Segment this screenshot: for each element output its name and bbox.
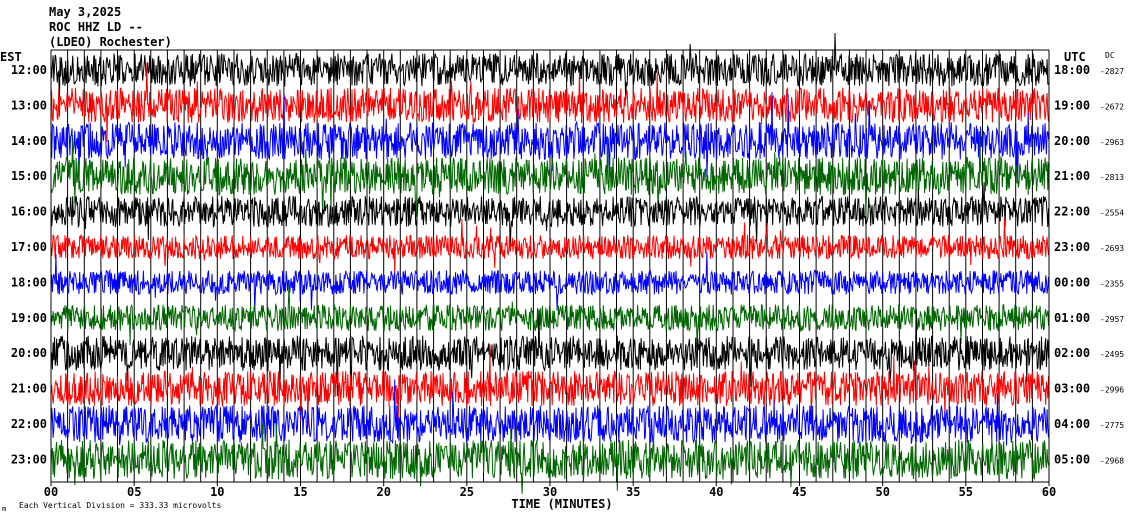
est-hour-label: 15:00 xyxy=(11,169,47,183)
trace-line xyxy=(50,218,1049,275)
x-tick-label: 30 xyxy=(543,485,557,499)
dc-offset-label: -2957 xyxy=(1100,315,1124,324)
utc-hour-label: 23:00 xyxy=(1054,240,1090,254)
est-hour-labels: 12:00 13:00 14:00 15:00 16:00 17:00 18:00 19:00… xyxy=(11,63,47,466)
est-hour-label: 23:00 xyxy=(11,452,47,466)
seismic-traces xyxy=(50,32,1049,494)
dc-offset-label: -2693 xyxy=(1100,244,1124,253)
x-tick-label: 60 xyxy=(1042,485,1056,499)
utc-hour-label: 18:00 xyxy=(1054,63,1090,77)
dc-offset-label: -2355 xyxy=(1100,279,1124,288)
chart-title: May 3,2025 xyxy=(49,5,121,19)
trace-line xyxy=(50,343,1049,428)
utc-hour-label: 19:00 xyxy=(1054,98,1090,112)
est-hour-label: 17:00 xyxy=(11,240,47,254)
x-tick-label: 35 xyxy=(626,485,640,499)
x-tick-label: 25 xyxy=(460,485,474,499)
right-zone-label: UTC xyxy=(1064,50,1086,64)
utc-hour-label: 01:00 xyxy=(1054,311,1090,325)
dc-offset-label: -2968 xyxy=(1100,456,1124,465)
dc-offset-label: -2996 xyxy=(1100,386,1124,395)
dc-offset-labels: -2827 -2672 -2963 -2813 -2554 -2693 -2355 -2957… xyxy=(1100,67,1124,465)
utc-hour-label: 00:00 xyxy=(1054,275,1090,289)
utc-hour-label: 20:00 xyxy=(1054,134,1090,148)
x-tick-label: 45 xyxy=(792,485,806,499)
est-hour-label: 20:00 xyxy=(11,346,47,360)
est-hour-label: 19:00 xyxy=(11,311,47,325)
est-hour-label: 16:00 xyxy=(11,205,47,219)
est-hour-label: 13:00 xyxy=(11,98,47,112)
utc-hour-label: 22:00 xyxy=(1054,205,1090,219)
utc-hour-label: 02:00 xyxy=(1054,346,1090,360)
trace-line xyxy=(50,92,1049,185)
est-hour-label: 14:00 xyxy=(11,134,47,148)
left-zone-label: EST xyxy=(0,50,22,64)
dc-offset-label: -2554 xyxy=(1100,209,1124,218)
est-hour-label: 12:00 xyxy=(11,63,47,77)
utc-hour-label: 05:00 xyxy=(1054,452,1090,466)
dc-offset-label: -2775 xyxy=(1100,421,1124,430)
trace-line xyxy=(50,32,1049,106)
trace-line xyxy=(50,379,1049,446)
x-tick-label: 40 xyxy=(709,485,723,499)
trace-line xyxy=(50,308,1049,397)
trace-line xyxy=(50,62,1049,142)
dc-offset-label: -2495 xyxy=(1100,350,1124,359)
dc-offset-label: -2963 xyxy=(1100,138,1124,147)
utc-hour-label: 03:00 xyxy=(1054,382,1090,396)
utc-hour-label: 21:00 xyxy=(1054,169,1090,183)
x-tick-label: 05 xyxy=(127,485,141,499)
x-axis-ticks: 00 05 10 15 20 25 30 35 40 45 50 55 60 xyxy=(44,482,1056,499)
x-tick-label: 50 xyxy=(875,485,889,499)
x-tick-label: 20 xyxy=(376,485,390,499)
x-tick-label: 10 xyxy=(210,485,224,499)
x-tick-label: 00 xyxy=(44,485,58,499)
vertical-division-note: Each Vertical Division = 333.33 microvol… xyxy=(19,501,221,510)
x-axis-label: TIME (MINUTES) xyxy=(511,497,612,511)
dc-offset-label: -2813 xyxy=(1100,173,1124,182)
utc-hour-labels: 18:00 19:00 20:00 21:00 22:00 23:00 00:00 01:00… xyxy=(1054,63,1090,466)
trace-line xyxy=(50,182,1049,252)
est-hour-label: 18:00 xyxy=(11,275,47,289)
trace-line xyxy=(50,423,1049,494)
trace-line xyxy=(50,283,1049,348)
x-tick-label: 55 xyxy=(959,485,973,499)
dc-header: DC xyxy=(1105,51,1115,60)
est-hour-label: 21:00 xyxy=(11,382,47,396)
trace-line xyxy=(50,131,1049,217)
est-hour-label: 22:00 xyxy=(11,417,47,431)
dc-offset-label: -2827 xyxy=(1100,67,1124,76)
network-label: (LDEO) Rochester) xyxy=(49,35,172,49)
utc-hour-label: 04:00 xyxy=(1054,417,1090,431)
footnote-mark: m xyxy=(2,505,6,513)
dc-offset-label: -2672 xyxy=(1100,102,1124,111)
trace-line xyxy=(50,251,1049,312)
x-tick-label: 15 xyxy=(293,485,307,499)
station-label: ROC HHZ LD -- xyxy=(49,20,143,34)
